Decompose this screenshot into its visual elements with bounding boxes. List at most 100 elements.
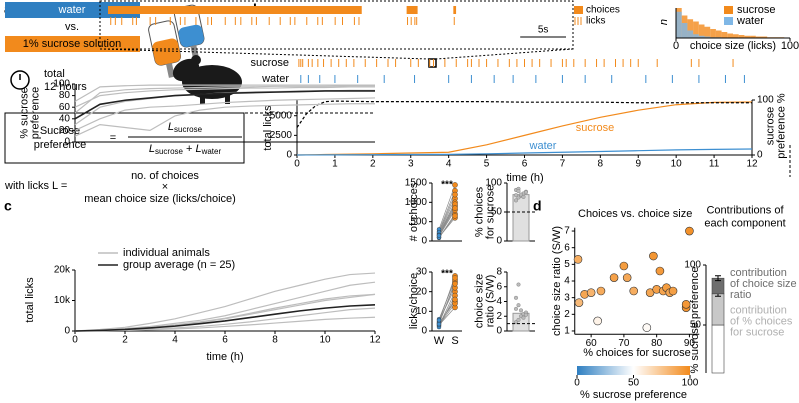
animal-point — [524, 312, 529, 317]
x-tick-label: 60 — [586, 338, 598, 349]
water-label: water — [58, 4, 86, 16]
x-tick-label: 0 — [673, 40, 679, 52]
scatter-point — [573, 255, 583, 264]
axis-label: total licks — [24, 277, 36, 323]
x-tick-label: S — [451, 335, 458, 347]
y-tick-label: 1 — [564, 326, 570, 337]
animal-point — [524, 190, 529, 195]
legend-label: choices — [586, 5, 620, 16]
label: each component — [704, 217, 785, 229]
stacked-segment — [711, 324, 725, 374]
y-tick-label: 80 — [59, 90, 71, 101]
label: contribution — [730, 304, 787, 316]
times: × — [162, 181, 168, 193]
scatter-point — [596, 286, 606, 296]
axis-label: preference % — [775, 93, 787, 159]
axis-label: licks/choice — [408, 273, 420, 329]
x-tick-label: 11 — [709, 159, 720, 170]
y-tick-label: 100 — [757, 95, 774, 106]
series-line — [74, 293, 376, 332]
histogram-bar — [687, 30, 694, 38]
series-line — [74, 103, 375, 137]
animal-point — [514, 193, 519, 198]
animal-point — [452, 296, 458, 303]
plus: + — [186, 143, 192, 155]
choice-block — [453, 6, 457, 14]
legend-swatch — [574, 6, 583, 14]
x-tick-label: 70 — [618, 338, 630, 349]
series-label: sucrose — [576, 122, 615, 134]
x-tick-label: 2 — [370, 159, 376, 170]
water-box — [5, 2, 140, 18]
x-tick-label: 4 — [172, 335, 178, 346]
y-tick-label: 20 — [59, 125, 71, 136]
scatter-point — [681, 300, 691, 309]
x-tick-label: 0 — [72, 335, 78, 346]
symbol: L — [195, 143, 201, 155]
scatter-point — [642, 323, 652, 332]
significance: *** — [441, 269, 453, 280]
histogram-bar — [698, 35, 705, 38]
series-line — [74, 281, 376, 332]
denominator: Lsucrose + Lwater — [149, 143, 222, 156]
subscript: water — [201, 147, 222, 156]
series-line — [74, 97, 376, 131]
animal-point — [514, 295, 519, 300]
symbol: L — [168, 121, 174, 133]
animal-point — [516, 303, 521, 308]
series-line — [74, 86, 375, 108]
y-tick-label: 1500 — [405, 178, 428, 189]
y-tick-label: 40 — [59, 113, 71, 124]
animal-point — [452, 275, 458, 281]
row-label: sucrose — [250, 57, 289, 69]
label: choice size (licks) — [690, 40, 776, 52]
histogram-bar — [721, 32, 728, 38]
series-line — [296, 148, 753, 156]
scatter-point — [655, 266, 665, 276]
colorbar-tick-label: 0 — [574, 378, 580, 389]
sucrose-box — [5, 36, 140, 52]
histogram-bar — [744, 35, 751, 38]
legend-swatch — [724, 6, 733, 14]
x-tick-label: 100 — [781, 40, 799, 52]
y-tick-label: 1000 — [405, 197, 428, 208]
label: of choice size — [730, 278, 797, 290]
animal-point — [514, 198, 519, 203]
axis-label: % sucrose preference — [689, 267, 701, 374]
subscript: sucrose — [155, 147, 184, 156]
series-line — [296, 101, 753, 156]
subscript: sucrose — [174, 125, 203, 134]
scatter-point — [629, 286, 639, 296]
inset-connector — [99, 48, 431, 60]
significance: *** — [441, 180, 453, 191]
scatter-point — [622, 273, 632, 282]
y-tick-label: 5 — [564, 259, 570, 270]
pair-line — [438, 207, 456, 236]
x-tick-label: 3 — [408, 159, 414, 170]
axis-label: for sucrose — [484, 185, 496, 239]
animal-point — [436, 233, 442, 238]
sucrose-label: 1% sucrose solution — [23, 38, 121, 50]
pair-line — [438, 277, 456, 321]
animal-point — [514, 320, 519, 325]
y-tick-label: 2 — [564, 309, 570, 320]
scale-bar-label: 5s — [538, 25, 549, 36]
y-tick-label: 2500 — [270, 130, 293, 141]
colorbar — [577, 366, 690, 375]
animal-point — [452, 191, 458, 198]
sucrose-bottle — [148, 20, 182, 78]
x-tick-label: W — [434, 335, 445, 347]
legend-label: sucrose — [737, 4, 776, 16]
animal-point — [452, 182, 458, 188]
y-tick-label: 0 — [757, 150, 763, 161]
with-licks: with licks L = — [4, 180, 67, 192]
formula-eq: = — [110, 132, 116, 144]
label: % choices for sucrose — [583, 347, 691, 359]
animal-point — [452, 205, 458, 211]
histogram-bar — [761, 36, 768, 38]
histogram-bar — [750, 35, 756, 38]
row-label: water — [261, 73, 289, 85]
pair-line — [438, 215, 456, 238]
term: mean choice size (licks/choice) — [84, 193, 236, 205]
